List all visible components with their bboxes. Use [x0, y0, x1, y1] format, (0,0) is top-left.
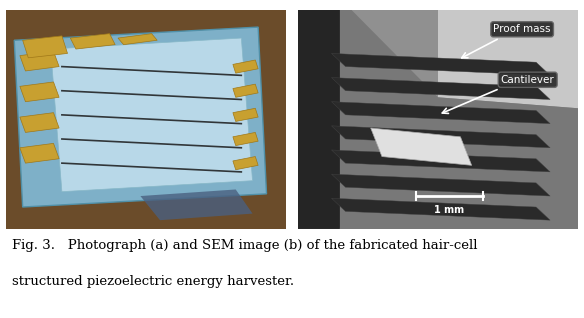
Polygon shape [298, 10, 351, 229]
Polygon shape [140, 190, 252, 220]
Polygon shape [20, 143, 59, 163]
Text: 1 mm: 1 mm [434, 205, 464, 215]
Text: Proof mass: Proof mass [493, 24, 551, 34]
Polygon shape [23, 36, 68, 58]
Polygon shape [20, 82, 59, 102]
Polygon shape [438, 10, 578, 108]
Polygon shape [332, 53, 550, 75]
Polygon shape [233, 84, 258, 97]
Polygon shape [233, 60, 258, 73]
Polygon shape [118, 34, 157, 45]
Polygon shape [332, 78, 550, 100]
Polygon shape [70, 34, 115, 49]
Polygon shape [298, 10, 578, 229]
Polygon shape [332, 174, 550, 196]
Polygon shape [340, 10, 578, 229]
Polygon shape [20, 113, 59, 132]
Polygon shape [233, 156, 258, 170]
Text: (a): (a) [134, 240, 158, 254]
Polygon shape [14, 27, 266, 207]
Polygon shape [233, 132, 258, 146]
Polygon shape [332, 126, 550, 148]
Polygon shape [20, 51, 59, 71]
Polygon shape [371, 128, 472, 165]
Polygon shape [233, 108, 258, 121]
Polygon shape [332, 150, 550, 172]
Text: structured piezoelectric energy harvester.: structured piezoelectric energy harveste… [12, 275, 294, 288]
Polygon shape [51, 38, 252, 192]
Polygon shape [332, 102, 550, 124]
Text: (b): (b) [426, 240, 450, 254]
Text: Fig. 3.   Photograph (a) and SEM image (b) of the fabricated hair-cell: Fig. 3. Photograph (a) and SEM image (b)… [12, 239, 477, 252]
Text: Cantilever: Cantilever [501, 75, 555, 85]
Polygon shape [332, 198, 550, 220]
